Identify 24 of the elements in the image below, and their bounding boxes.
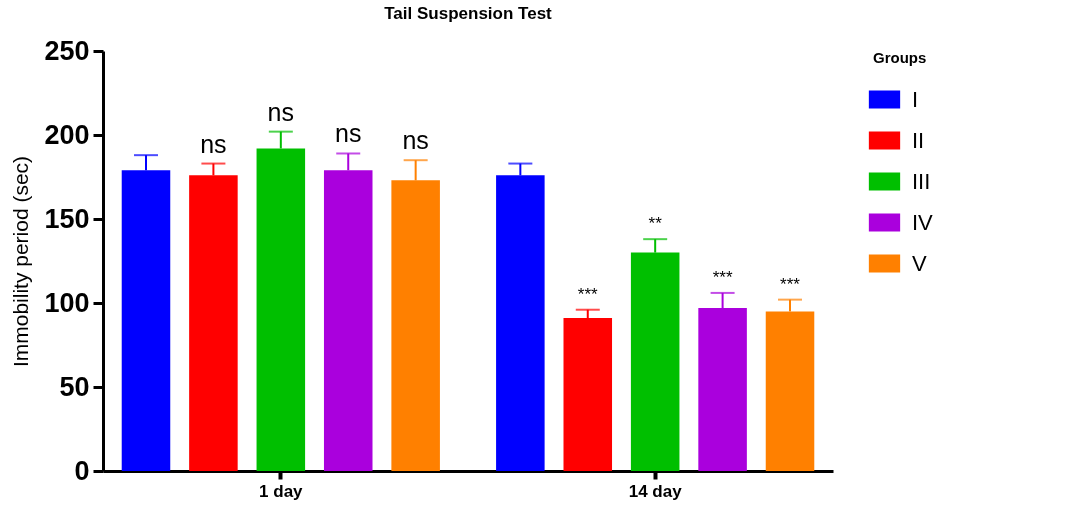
- data-label: **: [648, 214, 663, 234]
- x-tick-label: 14 day: [628, 481, 683, 501]
- x-tick-label: 1 day: [259, 481, 304, 501]
- y-tick-label: 200: [44, 119, 90, 150]
- legend-label: III: [912, 168, 931, 194]
- y-tick-label: 250: [44, 35, 90, 66]
- data-label: ***: [577, 284, 599, 304]
- chart-title: Tail Suspension Test: [384, 4, 553, 23]
- data-label: ***: [712, 267, 733, 287]
- y-tick-label: 100: [44, 287, 90, 318]
- data-label: ns: [267, 97, 295, 126]
- legend-label: IV: [912, 209, 934, 235]
- legend-title: Groups: [873, 49, 927, 66]
- data-label: ns: [335, 119, 362, 148]
- data-label: ns: [402, 126, 429, 155]
- legend-label: V: [912, 250, 927, 276]
- legend-label: I: [912, 86, 919, 112]
- y-axis-title: Immobility period (sec): [9, 155, 33, 368]
- y-tick-label: 50: [59, 371, 90, 402]
- y-tick-label: 0: [74, 455, 90, 486]
- data-label: ns: [200, 129, 227, 158]
- data-label: ***: [780, 274, 801, 294]
- legend-label: II: [912, 127, 925, 153]
- y-tick-label: 150: [44, 203, 90, 234]
